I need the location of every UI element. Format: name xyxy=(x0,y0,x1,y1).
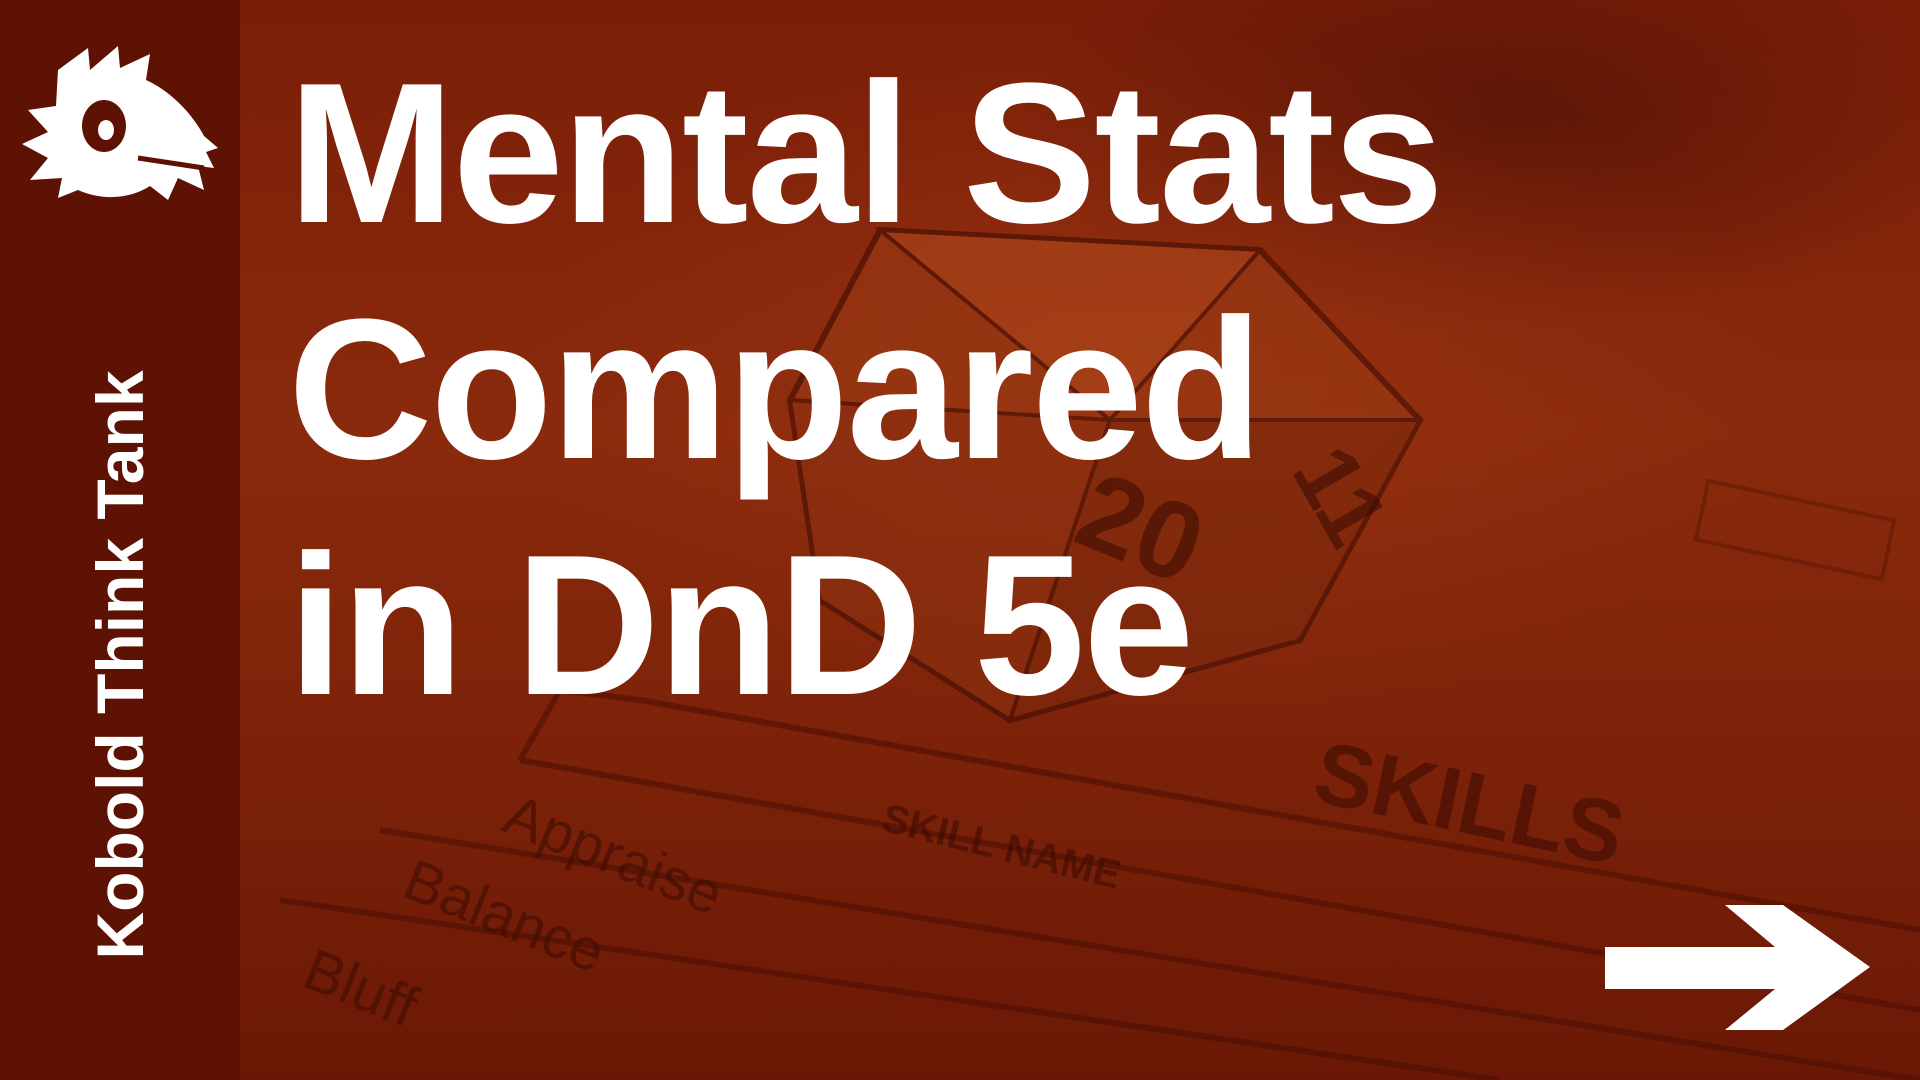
arrow-right-icon[interactable] xyxy=(1605,905,1870,1030)
title-line-3: in DnD 5e xyxy=(288,514,1194,737)
bg-text-skill-name: SKILL NAME xyxy=(878,796,1125,898)
bg-text-skills: SKILLS xyxy=(1306,722,1633,884)
page-title: Mental Stats Compared in DnD 5e xyxy=(288,36,1444,744)
bg-text-bluff: Bluff xyxy=(295,937,427,1041)
kobold-head-icon xyxy=(22,46,218,200)
title-line-2: Compared xyxy=(288,278,1263,501)
sidebar: Kobold Think Tank xyxy=(0,0,240,1080)
brand-name: Kobold Think Tank xyxy=(83,370,157,960)
title-line-1: Mental Stats xyxy=(288,42,1444,265)
